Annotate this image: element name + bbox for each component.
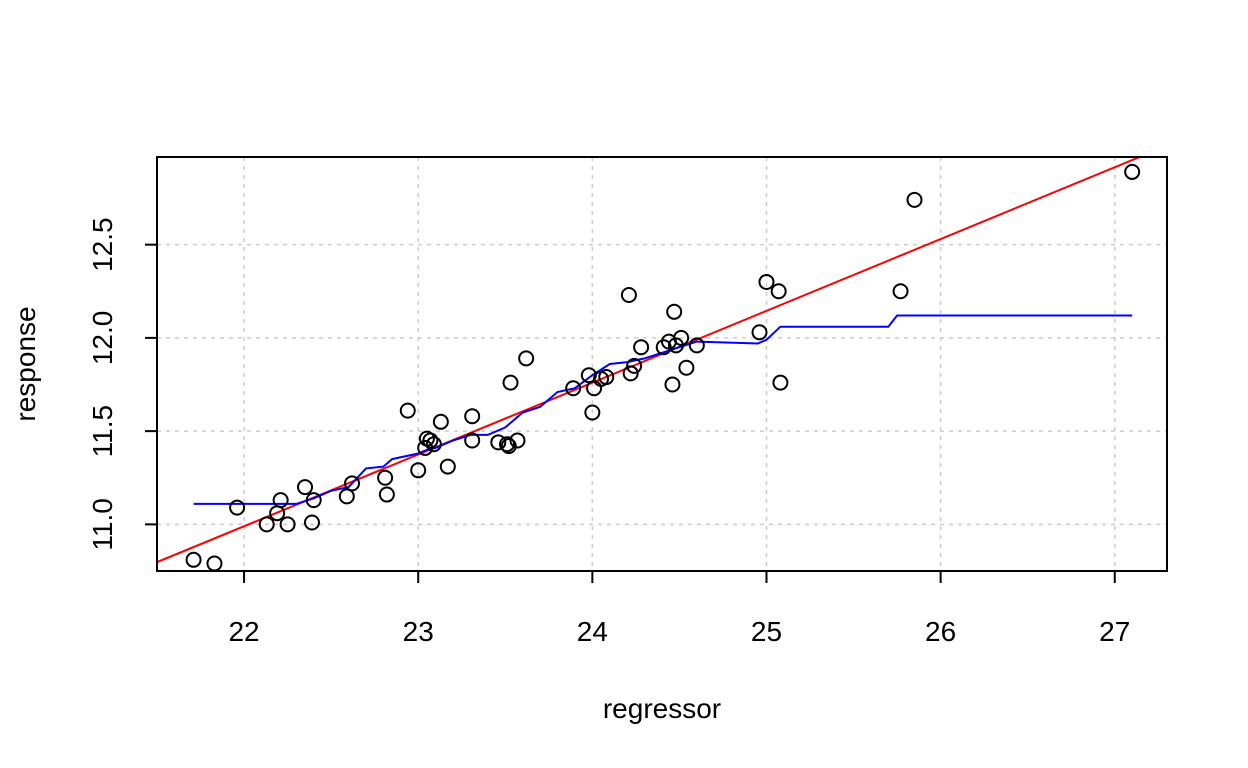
data-point <box>303 514 320 531</box>
data-point <box>620 287 637 303</box>
data-point <box>626 357 643 374</box>
data-point <box>499 436 516 453</box>
data-point <box>377 469 394 486</box>
data-point <box>770 283 787 300</box>
y-tick-label: 11.5 <box>87 405 118 457</box>
data-point <box>305 492 322 509</box>
data-point <box>464 408 481 425</box>
axes: 22 23 24 25 26 27 11.0 11.5 12.0 12.5 <box>87 217 1130 647</box>
y-axis-title: response <box>10 306 41 421</box>
data-point <box>772 374 789 391</box>
data-point <box>206 555 223 571</box>
data-point <box>664 376 681 393</box>
data-point <box>655 339 672 356</box>
y-tick-label: 11.0 <box>87 498 118 550</box>
x-tick-label: 24 <box>577 616 608 647</box>
x-tick-label: 25 <box>751 616 782 647</box>
data-point <box>344 475 361 492</box>
data-point <box>297 479 314 496</box>
data-point <box>906 191 923 208</box>
data-point <box>758 273 775 290</box>
data-point <box>678 359 695 376</box>
data-point <box>272 492 289 509</box>
data-point <box>422 432 439 449</box>
data-point <box>502 374 519 391</box>
data-point <box>565 380 582 397</box>
x-tick-label: 22 <box>228 616 259 647</box>
plot-frame <box>156 156 1168 572</box>
data-point <box>666 303 683 320</box>
data-point <box>410 462 427 479</box>
data-point <box>425 436 442 453</box>
grid <box>157 157 1167 571</box>
data-point <box>500 438 517 455</box>
data-point <box>518 350 535 367</box>
data-point <box>464 432 481 449</box>
data-point <box>490 434 507 451</box>
y-tick-label: 12.0 <box>87 311 118 366</box>
data-point <box>509 432 526 449</box>
y-tick-label: 12.5 <box>87 217 118 272</box>
x-axis-title: regressor <box>603 693 721 724</box>
data-point <box>892 283 909 300</box>
data-point <box>673 329 690 346</box>
data-point <box>185 551 202 568</box>
data-point <box>633 339 650 356</box>
data-point <box>399 402 416 419</box>
plot-data <box>157 157 1143 571</box>
data-point <box>432 413 449 430</box>
data-point <box>751 324 768 341</box>
data-point <box>439 458 456 475</box>
data-point <box>598 369 615 386</box>
step-series-line <box>193 314 1133 505</box>
data-point <box>1124 163 1141 180</box>
data-point <box>688 337 705 354</box>
data-point <box>584 404 601 421</box>
data-point <box>338 488 355 505</box>
data-point <box>622 365 639 382</box>
x-tick-label: 23 <box>403 616 434 647</box>
data-point <box>229 499 246 516</box>
x-tick-label: 27 <box>1099 616 1130 647</box>
data-point <box>378 486 395 503</box>
x-tick-label: 26 <box>925 616 956 647</box>
data-point <box>586 380 603 397</box>
data-point <box>279 516 296 533</box>
data-point <box>258 516 275 533</box>
